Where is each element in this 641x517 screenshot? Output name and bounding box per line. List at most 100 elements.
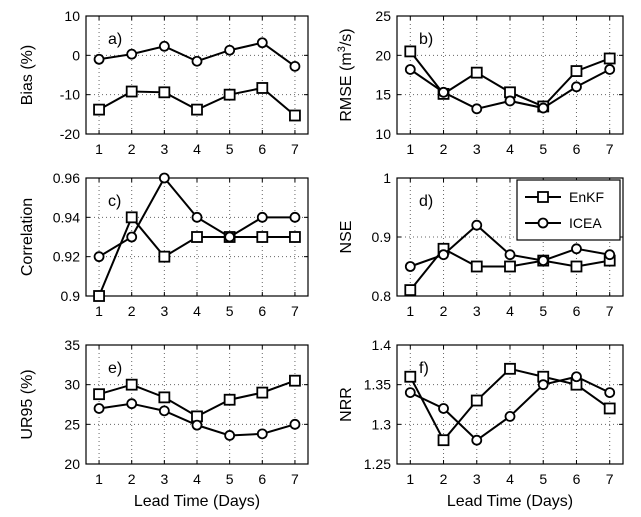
panel-c: 1 2 3 4 5 6 7 0.9 0.92 0.94 0.96 Correlation c)	[19, 170, 309, 319]
x-tick-label: 3	[473, 303, 481, 319]
data-point-enkf	[570, 65, 583, 77]
data-point-enkf	[93, 290, 105, 302]
series-line-enkf	[98, 215, 295, 297]
y-tick-label: 30	[64, 377, 80, 393]
data-point-enkf	[223, 393, 236, 406]
data-point-icea	[224, 44, 236, 56]
data-point-enkf	[223, 88, 236, 101]
panel-e: 1 2 3 4 5 6 7 20 25 30 35 UR95 (%) Lead Time (Days) e…	[19, 337, 309, 510]
data-point-icea	[256, 428, 268, 440]
data-point-icea	[289, 60, 301, 72]
series-icea	[93, 37, 301, 72]
data-point-enkf	[504, 260, 516, 273]
x-tick-label: 4	[506, 471, 514, 487]
x-tick-label: 7	[291, 141, 299, 157]
data-point-enkf	[470, 260, 483, 273]
data-point-icea	[289, 418, 301, 430]
data-point-icea	[93, 53, 105, 65]
series-enkf	[93, 211, 301, 302]
plot-frame	[85, 15, 309, 135]
data-point-enkf	[470, 394, 483, 407]
y-tick-label: 0.8	[372, 288, 392, 304]
plot-frame	[85, 344, 309, 465]
data-point-enkf	[125, 378, 138, 391]
y-tick-label: 0	[72, 47, 80, 63]
data-point-enkf	[603, 52, 616, 65]
series-icea	[404, 371, 616, 446]
y-tick-label: 10	[375, 126, 391, 142]
panel-label: b)	[419, 31, 433, 48]
y-axis-label: UR95 (%)	[19, 369, 36, 439]
data-point-icea	[224, 430, 236, 441]
data-point-enkf	[603, 402, 616, 415]
data-point-enkf	[289, 374, 301, 387]
x-tick-label: 4	[193, 141, 201, 157]
data-point-enkf	[470, 66, 483, 79]
y-tick-label: 35	[64, 337, 80, 353]
y-tick-label: 0.92	[53, 249, 80, 265]
y-tick-label: 20	[64, 456, 80, 472]
data-point-icea	[504, 95, 516, 107]
x-tick-label: 5	[226, 471, 234, 487]
x-tick-label: 5	[226, 141, 234, 157]
panel-label: d)	[419, 193, 433, 210]
x-tick-label: 6	[573, 141, 581, 157]
data-point-icea	[504, 249, 516, 261]
data-point-icea	[126, 231, 138, 243]
data-point-enkf	[191, 231, 203, 243]
data-point-enkf	[158, 86, 171, 99]
data-point-icea	[537, 379, 549, 391]
data-point-icea	[604, 64, 616, 75]
data-point-icea	[438, 86, 449, 98]
x-tick-label: 1	[95, 303, 103, 319]
data-point-icea	[537, 255, 549, 267]
data-point-icea	[504, 410, 516, 422]
x-tick-label: 2	[128, 141, 136, 157]
data-point-enkf	[256, 386, 269, 399]
data-point-icea	[289, 211, 301, 223]
data-point-enkf	[256, 82, 269, 94]
x-tick-label: 5	[539, 471, 547, 487]
x-tick-label: 7	[606, 141, 614, 157]
legend-box	[516, 179, 621, 241]
data-point-enkf	[289, 109, 301, 122]
legend-entry-icea: ICEA	[525, 215, 602, 231]
x-tick-label: 7	[606, 303, 614, 319]
data-point-icea	[471, 103, 483, 115]
data-point-icea	[404, 64, 416, 75]
data-point-icea	[126, 398, 138, 410]
x-tick-label: 3	[473, 471, 481, 487]
data-point-enkf	[93, 103, 105, 116]
series-enkf	[93, 82, 301, 122]
data-point-enkf	[289, 231, 301, 243]
x-tick-label: 4	[193, 303, 201, 319]
y-tick-label: 1	[383, 170, 391, 186]
plot-frame	[396, 15, 624, 135]
legend: EnKF ICEA	[516, 179, 621, 241]
data-point-icea	[571, 371, 582, 383]
data-point-icea	[191, 419, 203, 431]
data-point-icea	[224, 231, 236, 243]
data-point-icea	[438, 403, 449, 414]
y-tick-label: 1.3	[372, 416, 392, 432]
data-point-enkf	[404, 370, 417, 383]
data-point-icea	[256, 37, 268, 49]
y-tick-label: -20	[60, 126, 80, 142]
y-tick-label: -10	[60, 87, 80, 103]
data-point-icea	[191, 55, 203, 67]
x-tick-label: 3	[473, 141, 481, 157]
x-tick-label: 6	[258, 303, 266, 319]
x-tick-label: 1	[406, 141, 414, 157]
x-tick-label: 5	[226, 303, 234, 319]
x-tick-label: 2	[440, 141, 448, 157]
data-point-icea	[158, 40, 170, 52]
panel-b: 1 2 3 4 5 6 7 10 15 20 25 RMSE (m3/s) b)	[336, 8, 624, 157]
x-tick-label: 2	[440, 303, 448, 319]
x-tick-label: 3	[160, 141, 168, 157]
panel-f: 1 2 3 4 5 6 7 1.25 1.3 1.35 1.4 NRR Lead Time (Days)…	[338, 337, 624, 510]
data-point-enkf	[437, 434, 450, 447]
y-tick-label: 0.9	[61, 288, 81, 304]
data-point-icea	[604, 249, 616, 261]
data-point-enkf	[570, 260, 583, 273]
panel-label: c)	[108, 193, 121, 210]
